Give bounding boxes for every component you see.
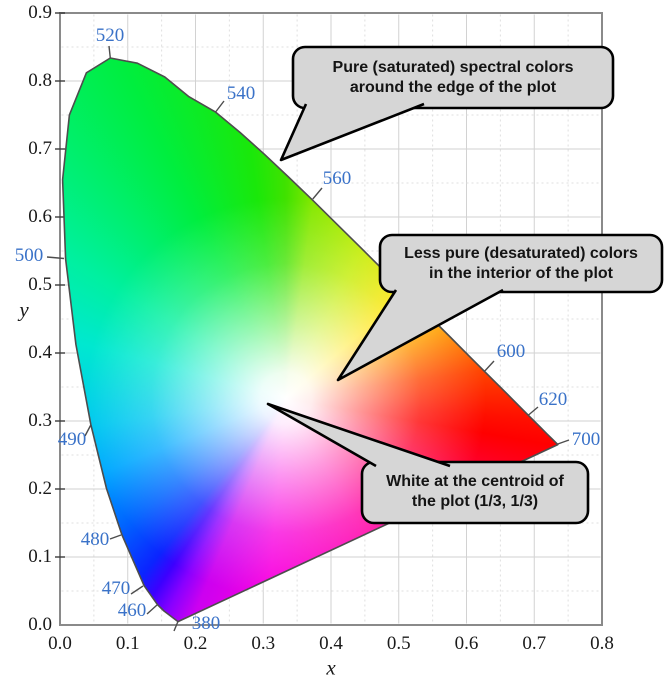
- callout-desaturated-colors: [336, 233, 664, 382]
- wavelength-label: 600: [496, 341, 526, 362]
- callout-line: around the edge of the plot: [349, 79, 557, 96]
- wavelength-label: 480: [80, 529, 110, 550]
- y-tick-label: 0.3: [28, 410, 52, 431]
- x-tick-label: 0.7: [522, 633, 547, 654]
- wavelength-label: 700: [571, 429, 601, 450]
- callout-saturated-text: Pure (saturated) spectral colors around …: [293, 58, 613, 98]
- x-tick-label: 0.3: [251, 633, 276, 654]
- plot-border: [59, 12, 603, 626]
- y-tick-label: 0.6: [28, 206, 52, 227]
- wavelength-tick-marks: [46, 45, 570, 632]
- y-tick-label: 0.8: [28, 70, 52, 91]
- y-tick-label: 0.1: [28, 546, 52, 567]
- wavelength-label: 520: [95, 25, 125, 46]
- wavelength-label: 620: [538, 389, 568, 410]
- wavelength-label: 470: [101, 578, 131, 599]
- x-tick-label: 0.0: [48, 633, 72, 654]
- callout-line: Pure (saturated) spectral colors: [332, 59, 574, 76]
- x-tick-label: 0.4: [319, 633, 343, 654]
- callout-line: the plot (1/3, 1/3): [411, 493, 539, 510]
- x-tick-label: 0.6: [454, 633, 479, 654]
- wavelength-label: 540: [226, 83, 256, 104]
- y-tick-label: 0.0: [28, 614, 52, 635]
- x-axis-title: x: [326, 655, 336, 680]
- callout-centroid-text: White at the centroid of the plot (1/3, …: [362, 472, 588, 512]
- x-tick-label: 0.1: [115, 633, 140, 654]
- x-tick-label: 0.8: [590, 633, 614, 654]
- callout-desaturated-text: Less pure (desaturated) colors in the in…: [380, 244, 662, 284]
- y-tick-label: 0.4: [28, 342, 52, 363]
- wavelength-label: 380: [191, 613, 221, 634]
- callout-line: White at the centroid of: [386, 473, 564, 490]
- y-tick-label: 0.2: [28, 478, 52, 499]
- x-tick-label: 0.2: [183, 633, 208, 654]
- y-tick-label: 0.7: [28, 138, 52, 159]
- wavelength-label: 500: [14, 245, 44, 266]
- y-axis-title: y: [19, 297, 29, 322]
- spectral-locus-outline: [61, 57, 559, 623]
- wavelength-label: 460: [117, 600, 147, 621]
- y-tick-label: 0.9: [28, 2, 52, 23]
- wavelength-label: 490: [57, 429, 87, 450]
- callout-white-centroid: [266, 402, 590, 525]
- wavelength-label: 560: [322, 168, 352, 189]
- x-tick-label: 0.5: [386, 633, 411, 654]
- y-tick-label: 0.5: [28, 274, 52, 295]
- callout-saturated-colors: [279, 45, 615, 162]
- callout-line: in the interior of the plot: [429, 265, 613, 282]
- callout-line: Less pure (desaturated) colors: [404, 245, 638, 262]
